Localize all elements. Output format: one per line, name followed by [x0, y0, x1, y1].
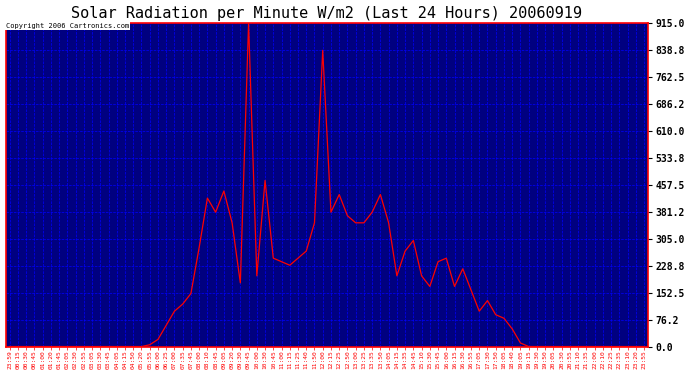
- Text: Copyright 2006 Cartronics.com: Copyright 2006 Cartronics.com: [6, 23, 129, 29]
- Title: Solar Radiation per Minute W/m2 (Last 24 Hours) 20060919: Solar Radiation per Minute W/m2 (Last 24…: [71, 6, 582, 21]
